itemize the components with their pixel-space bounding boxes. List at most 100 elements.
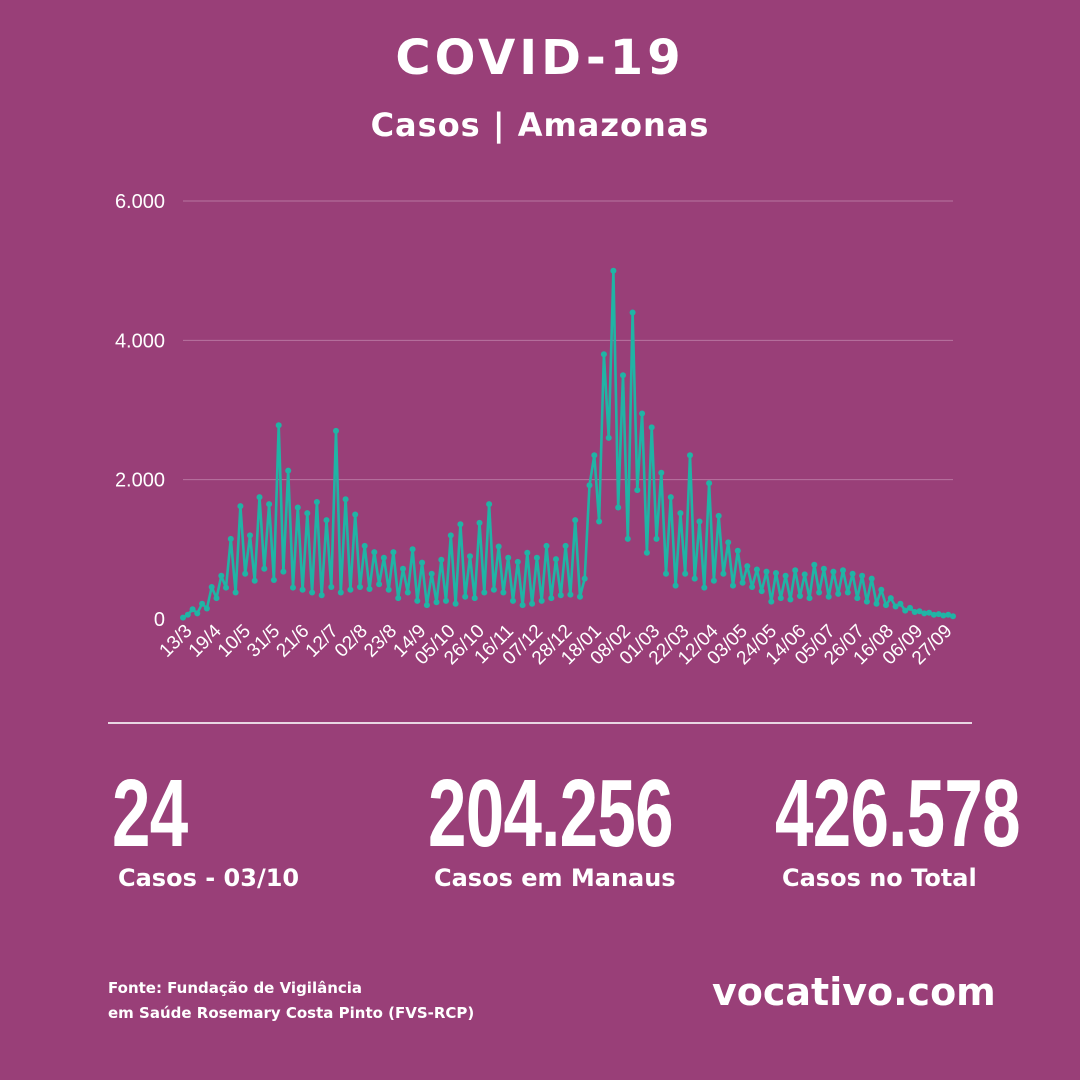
data-point [371, 549, 378, 556]
data-point [883, 602, 889, 609]
data-point [935, 611, 942, 618]
data-point [318, 592, 325, 599]
data-point [280, 568, 287, 575]
data-point [467, 553, 473, 560]
data-point [208, 584, 215, 590]
data-point [687, 452, 693, 459]
data-point [313, 499, 320, 505]
data-point [844, 589, 851, 596]
data-point [323, 517, 330, 524]
y-tick-label: 2.000 [115, 470, 165, 492]
data-point [916, 608, 923, 615]
data-point [663, 570, 669, 577]
data-point [868, 575, 875, 582]
data-point [275, 422, 282, 429]
manaus-cases-label: Casos em Manaus [434, 864, 676, 892]
y-tick-label: 6.000 [115, 191, 165, 213]
data-point [715, 512, 722, 519]
data-point [299, 586, 306, 593]
data-point [930, 611, 937, 618]
data-point [505, 554, 512, 561]
data-point [409, 546, 416, 553]
data-point [490, 586, 497, 593]
cases-line-chart: 02.0004.0006.00013/319/410/531/521/612/7… [115, 191, 957, 669]
data-point [730, 582, 736, 589]
data-point [247, 532, 253, 539]
data-point [395, 595, 402, 602]
data-point [333, 427, 339, 434]
data-point [907, 604, 913, 611]
data-point [706, 480, 713, 487]
data-point [218, 572, 225, 579]
data-point [897, 600, 904, 607]
chart-subtitle: Casos | Amazonas [370, 106, 710, 144]
data-point [797, 593, 803, 599]
data-point [380, 554, 387, 561]
data-point [873, 600, 880, 607]
data-point [357, 584, 363, 590]
data-point [758, 588, 765, 595]
data-point [476, 519, 483, 526]
data-point [447, 532, 454, 539]
data-point [777, 595, 784, 602]
data-point [634, 487, 641, 494]
data-point [739, 579, 746, 586]
data-point [653, 535, 660, 542]
data-point [500, 589, 507, 596]
data-point [682, 570, 689, 577]
source-line-2: em Saúde Rosemary Costa Pinto (FVS-RCP) [108, 1004, 475, 1022]
data-point [591, 452, 598, 459]
data-point [763, 568, 770, 575]
manaus-cases-value: 204.256 [428, 760, 674, 867]
data-point [538, 597, 545, 604]
data-point [304, 510, 311, 517]
data-point [428, 570, 435, 577]
data-point [744, 563, 751, 570]
data-point [294, 504, 301, 511]
series-line [182, 269, 954, 619]
data-point [691, 575, 698, 582]
data-point [510, 597, 516, 604]
data-point [419, 559, 426, 566]
data-point [820, 565, 827, 572]
data-point [452, 600, 459, 607]
data-point [199, 600, 206, 607]
data-point [366, 586, 373, 592]
data-point [481, 589, 488, 596]
data-point [725, 539, 732, 546]
data-point [892, 603, 899, 610]
data-point [806, 595, 813, 602]
daily-cases-value: 24 [112, 760, 188, 867]
data-point [577, 593, 583, 600]
data-point [223, 584, 229, 591]
data-point [940, 612, 947, 619]
data-point [519, 602, 526, 609]
data-point [581, 575, 588, 582]
data-point [701, 584, 708, 591]
total-cases-value: 426.578 [775, 760, 1021, 867]
data-point [457, 521, 464, 528]
data-point [242, 570, 249, 577]
data-point [438, 556, 445, 563]
data-point [921, 610, 928, 617]
data-point [385, 586, 392, 593]
data-point [950, 613, 956, 620]
data-point [404, 589, 411, 596]
data-point [667, 494, 674, 501]
data-point [586, 482, 593, 489]
data-point [337, 589, 344, 596]
data-point [261, 565, 268, 572]
data-point [620, 372, 626, 379]
data-point [643, 549, 650, 556]
data-point [902, 607, 909, 614]
source-line-1: Fonte: Fundação de Vigilância [108, 979, 363, 997]
data-point [629, 309, 636, 316]
data-point [696, 518, 703, 525]
data-point [926, 609, 933, 616]
data-point [887, 595, 894, 602]
data-point [753, 566, 760, 573]
data-point [237, 503, 244, 510]
data-point [232, 589, 239, 596]
data-point [945, 611, 952, 618]
data-point [605, 434, 612, 441]
